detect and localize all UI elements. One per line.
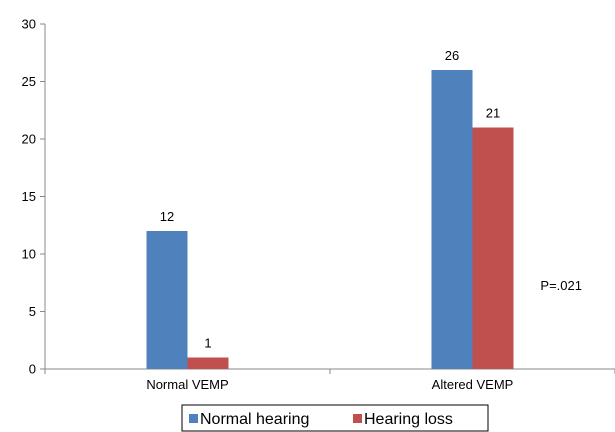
bars-group bbox=[146, 70, 514, 369]
x-axis-categories: Normal VEMP Altered VEMP bbox=[44, 369, 615, 392]
y-tick-label: 0 bbox=[29, 362, 36, 377]
y-tick-label: 10 bbox=[22, 247, 36, 262]
data-label: 1 bbox=[204, 336, 211, 351]
legend: Normal hearing Hearing loss bbox=[181, 404, 489, 432]
bar bbox=[472, 127, 514, 369]
data-labels: 12 1 26 21 bbox=[160, 48, 500, 351]
x-category-label: Normal VEMP bbox=[146, 377, 228, 392]
legend-box bbox=[181, 404, 489, 432]
legend-swatch bbox=[353, 414, 362, 423]
legend-label: Hearing loss bbox=[364, 411, 453, 428]
y-tick-label: 15 bbox=[22, 189, 36, 204]
x-category-label: Altered VEMP bbox=[432, 377, 514, 392]
data-label: 26 bbox=[445, 48, 459, 63]
y-axis-ticks: 0 5 10 15 20 25 30 bbox=[22, 17, 45, 377]
p-value-annotation: P=.021 bbox=[540, 278, 582, 293]
data-label: 21 bbox=[486, 106, 500, 121]
bar bbox=[431, 70, 473, 369]
y-tick-label: 30 bbox=[22, 17, 36, 32]
legend-swatch bbox=[189, 414, 198, 423]
y-tick-label: 5 bbox=[29, 304, 36, 319]
bar bbox=[146, 231, 188, 369]
data-label: 12 bbox=[160, 209, 174, 224]
legend-label: Normal hearing bbox=[200, 411, 309, 428]
y-tick-label: 20 bbox=[22, 132, 36, 147]
y-tick-label: 25 bbox=[22, 74, 36, 89]
bar bbox=[187, 357, 229, 369]
